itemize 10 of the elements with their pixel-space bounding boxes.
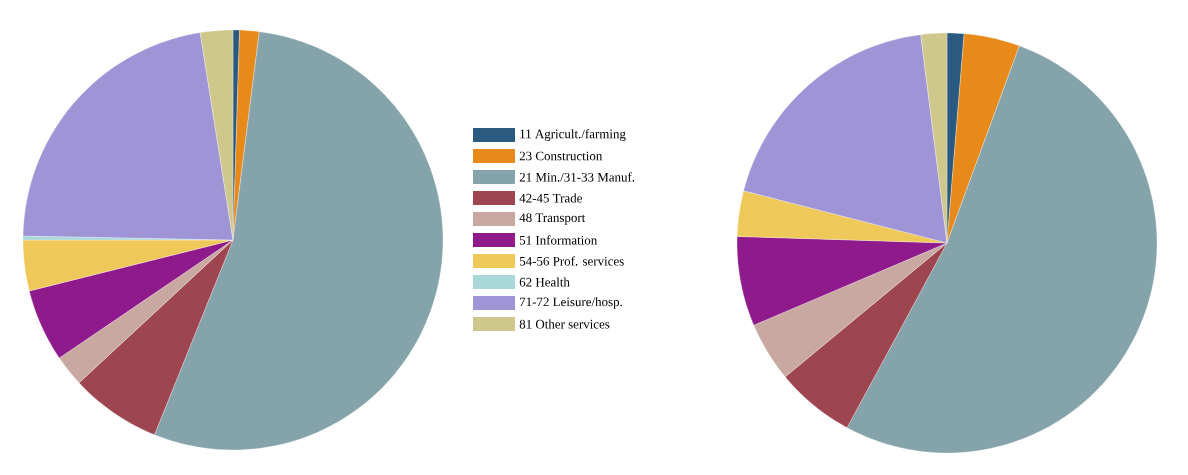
legend-label: 48 Transport [519,213,586,225]
legend-label: 11 Agricult./farming [520,129,626,141]
legend-label: 23 Construction [519,151,603,161]
legend-label: 71-72 Leisure/hosp. [520,297,622,309]
legend-label: 51 Information [519,235,598,245]
legend-label: 81 Other services [519,319,610,329]
legend-label: 21 Min./31-33 Manuf. [519,172,635,182]
legend-label: 42-45 Trade [519,193,582,203]
legend-label: 62 Health [519,277,570,287]
legend-label: 54-56 Prof. services [519,256,624,266]
